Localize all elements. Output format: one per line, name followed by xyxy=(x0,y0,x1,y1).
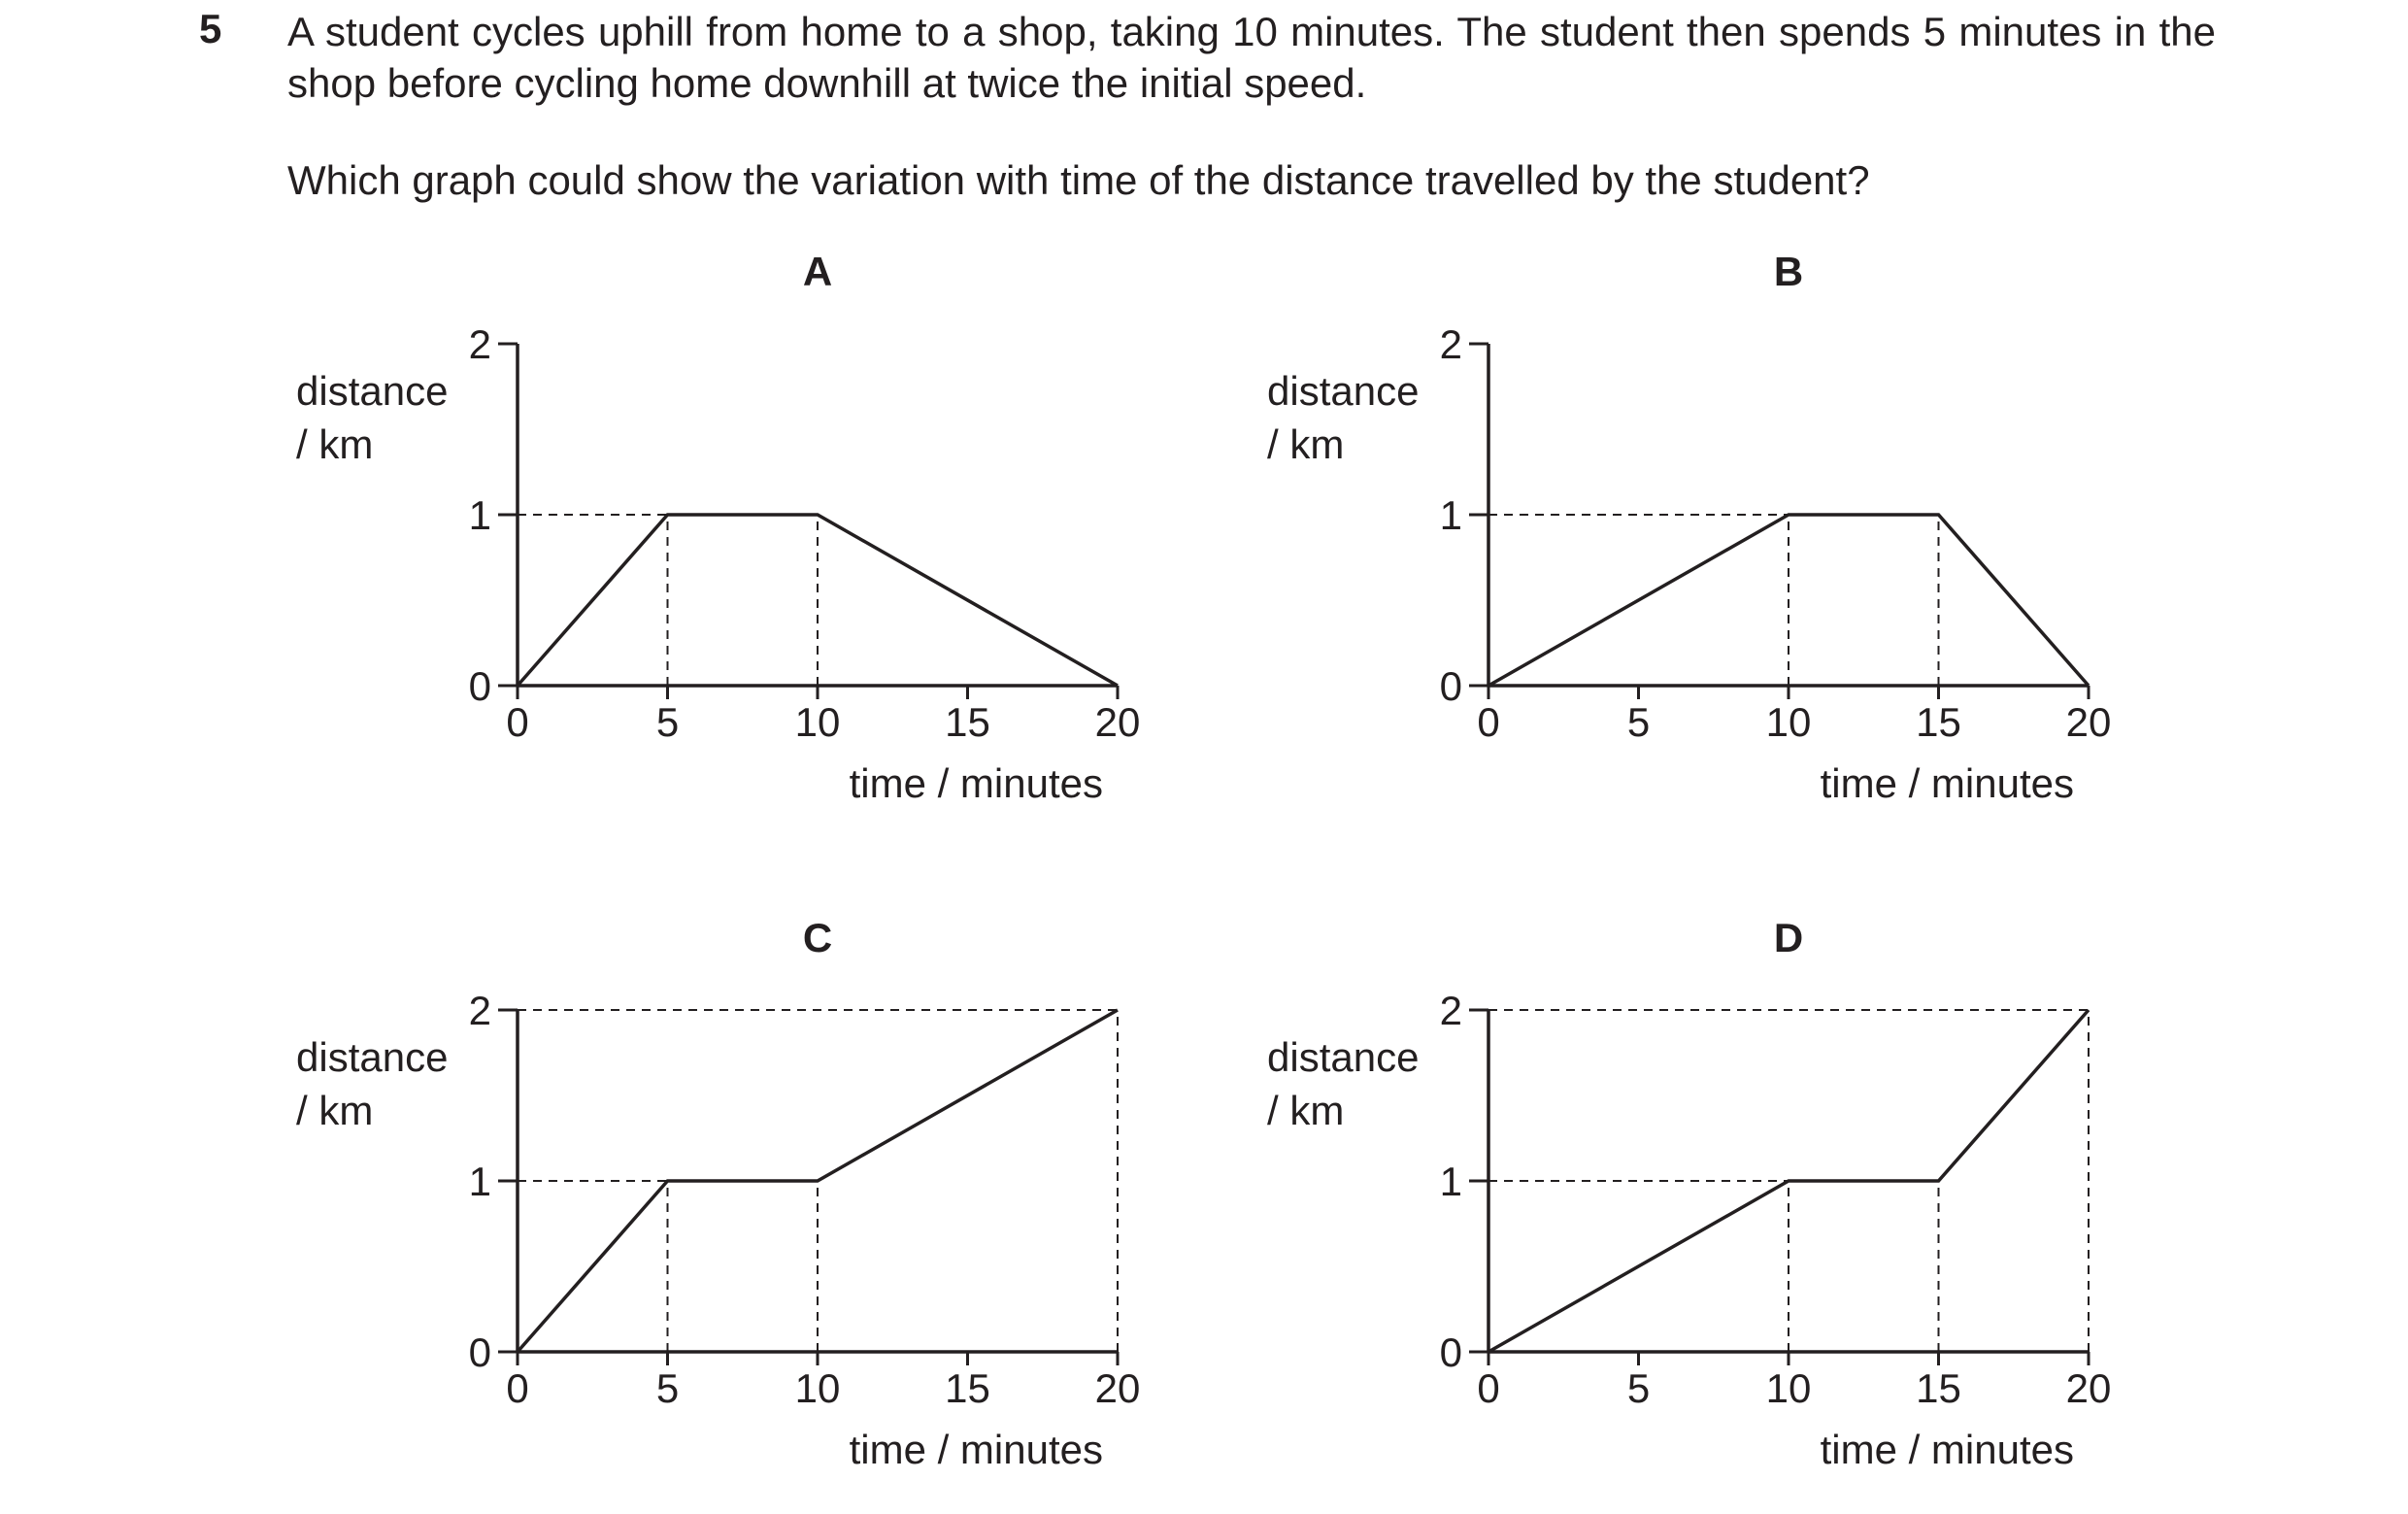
y-tick-label: 2 xyxy=(469,988,491,1033)
y-axis-label: / km xyxy=(296,421,373,467)
y-axis-label: / km xyxy=(1267,421,1344,467)
question-stem: A student cycles uphill from home to a s… xyxy=(287,9,2216,106)
x-tick-label: 20 xyxy=(1095,699,1141,745)
x-tick-label: 0 xyxy=(506,1365,528,1411)
x-tick-label: 20 xyxy=(2066,1365,2112,1411)
y-tick-label: 1 xyxy=(1440,1159,1462,1204)
series-line xyxy=(516,1008,1119,1354)
chart-d: D 0 5 10 15 20 0 1 2 time / minutes distance / km xyxy=(1267,915,2111,1472)
y-axis-label: distance xyxy=(296,368,448,414)
y-tick-label: 0 xyxy=(1440,663,1462,709)
chart-title: C xyxy=(803,915,832,960)
y-axis-label: / km xyxy=(1267,1088,1344,1133)
y-axis-label: distance xyxy=(1267,1034,1419,1080)
series-line xyxy=(516,513,1119,688)
question-number: 5 xyxy=(199,6,222,51)
chart-c: C 0 5 10 15 20 0 1 2 time / minutes distance / km xyxy=(296,915,1140,1472)
series-line xyxy=(1488,513,2090,688)
x-tick-label: 10 xyxy=(795,699,841,745)
y-tick-label: 1 xyxy=(469,492,491,538)
x-tick-label: 10 xyxy=(1766,699,1812,745)
y-tick-label: 1 xyxy=(469,1159,491,1204)
y-axis-label: distance xyxy=(1267,368,1419,414)
y-axis-label: / km xyxy=(296,1088,373,1133)
x-tick-label: 5 xyxy=(656,699,679,745)
x-tick-label: 20 xyxy=(1095,1365,1141,1411)
chart-title: D xyxy=(1774,915,1803,960)
question-prompt: Which graph could show the variation wit… xyxy=(287,157,1870,203)
x-tick-label: 20 xyxy=(2066,699,2112,745)
x-tick-label: 5 xyxy=(1627,699,1650,745)
x-tick-label: 0 xyxy=(1477,1365,1499,1411)
y-tick-label: 2 xyxy=(469,321,491,367)
series-line xyxy=(1488,1008,2090,1354)
x-tick-label: 0 xyxy=(1477,699,1499,745)
chart-a: A 0 5 10 15 20 0 1 2 time / minutes distance / km xyxy=(296,249,1140,806)
chart-b: B 0 5 10 15 20 0 1 2 time / minutes distance / km xyxy=(1267,249,2111,806)
x-axis-label: time / minutes xyxy=(850,1427,1103,1472)
y-tick-label: 0 xyxy=(1440,1329,1462,1375)
x-tick-label: 15 xyxy=(1916,1365,1961,1411)
y-tick-label: 0 xyxy=(469,1329,491,1375)
x-tick-label: 5 xyxy=(656,1365,679,1411)
chart-title: B xyxy=(1774,249,1803,294)
y-axis-label: distance xyxy=(296,1034,448,1080)
x-axis-label: time / minutes xyxy=(850,760,1103,806)
x-axis-label: time / minutes xyxy=(1821,1427,2074,1472)
x-tick-label: 15 xyxy=(1916,699,1961,745)
x-tick-label: 15 xyxy=(945,1365,990,1411)
x-axis-label: time / minutes xyxy=(1821,760,2074,806)
y-tick-label: 2 xyxy=(1440,321,1462,367)
y-tick-label: 1 xyxy=(1440,492,1462,538)
y-tick-label: 0 xyxy=(469,663,491,709)
x-tick-label: 5 xyxy=(1627,1365,1650,1411)
x-tick-label: 10 xyxy=(795,1365,841,1411)
x-tick-label: 10 xyxy=(1766,1365,1812,1411)
chart-title: A xyxy=(803,249,832,294)
y-tick-label: 2 xyxy=(1440,988,1462,1033)
x-tick-label: 15 xyxy=(945,699,990,745)
x-tick-label: 0 xyxy=(506,699,528,745)
